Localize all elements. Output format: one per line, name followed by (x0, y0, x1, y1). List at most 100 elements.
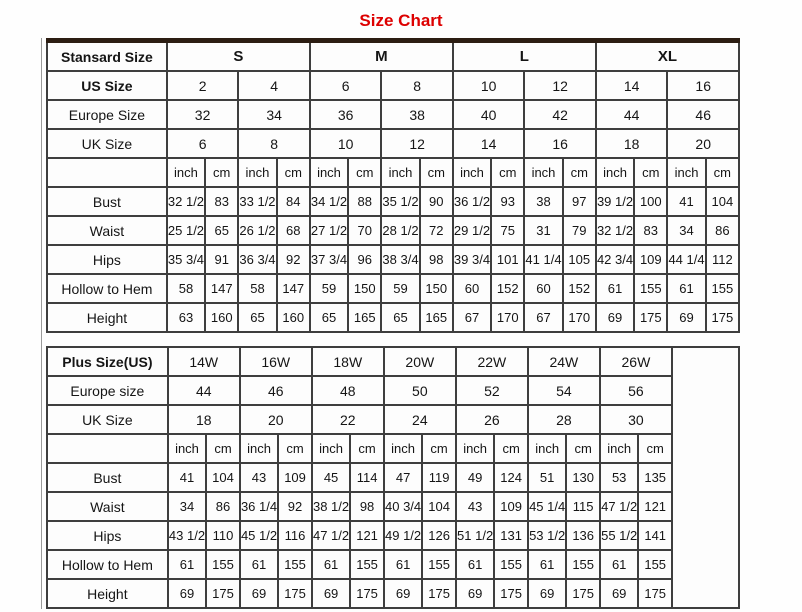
size-group-cell: 18W (310, 346, 385, 377)
size-value-cell: 18 (594, 128, 669, 159)
unit-cell: cm (704, 157, 741, 188)
size-value-cell: 14 (594, 70, 669, 101)
standard-size-table: Stansard Size S M L XL US Size 2 4 6 8 10 12 14 16 Eur… (46, 38, 741, 333)
value-cell: 92 (277, 491, 313, 522)
size-value-cell: 10 (451, 70, 526, 101)
size-group-cell: 22W (454, 346, 529, 377)
row-label: Waist (46, 491, 169, 522)
page-title: Size Chart (359, 11, 443, 30)
value-cell: 170 (561, 302, 597, 333)
value-cell: 53 1/2 (526, 520, 568, 551)
value-cell: 135 (637, 462, 673, 493)
value-cell: 147 (204, 273, 240, 304)
size-value-cell: 12 (523, 70, 597, 101)
value-cell: 34 (166, 491, 208, 522)
unit-cell: inch (238, 433, 280, 464)
value-cell: 126 (421, 520, 457, 551)
value-cell: 105 (561, 244, 597, 275)
row-label: Hips (46, 244, 168, 275)
value-cell: 45 1/4 (526, 491, 568, 522)
value-cell: 84 (275, 186, 311, 217)
value-cell: 160 (275, 302, 311, 333)
unit-cell: inch (308, 157, 350, 188)
table-row: Plus Size(US) 14W 16W 18W 20W 22W 24W 26W (46, 346, 741, 609)
size-value-cell: 32 (165, 99, 240, 130)
value-cell: 114 (349, 462, 385, 493)
value-cell: 67 (523, 302, 564, 333)
value-cell: 75 (490, 215, 526, 246)
value-cell: 69 (594, 302, 636, 333)
value-cell: 67 (451, 302, 493, 333)
unit-cell: cm (205, 433, 241, 464)
size-value-cell: 10 (308, 128, 383, 159)
unit-cell: inch (666, 157, 707, 188)
value-cell: 152 (490, 273, 526, 304)
unit-cell: inch (237, 157, 278, 188)
value-cell: 70 (347, 215, 383, 246)
value-cell: 109 (493, 491, 529, 522)
unit-cell: inch (454, 433, 496, 464)
size-value-cell: 20 (666, 128, 740, 159)
size-group-cell: S (165, 39, 311, 72)
row-label (46, 433, 169, 464)
table-row: Bust 41 104 43 109 45 114 47 119 49 124 51 130 53 135 (46, 462, 739, 493)
corner-label: Plus Size(US) (46, 346, 169, 377)
size-value-cell: 14 (451, 128, 526, 159)
value-cell: 35 3/4 (165, 244, 207, 275)
row-label: Europe size (46, 375, 169, 406)
value-cell: 69 (166, 578, 208, 609)
value-cell: 68 (275, 215, 311, 246)
value-cell: 100 (633, 186, 669, 217)
value-cell: 147 (275, 273, 311, 304)
unit-cell: cm (275, 157, 311, 188)
unit-cell: cm (565, 433, 601, 464)
value-cell: 110 (205, 520, 241, 551)
value-cell: 41 (666, 186, 707, 217)
value-cell: 40 3/4 (382, 491, 424, 522)
value-cell: 72 (418, 215, 454, 246)
unit-cell: inch (594, 157, 636, 188)
unit-cell: cm (204, 157, 240, 188)
value-cell: 61 (382, 549, 424, 580)
value-cell: 104 (205, 462, 241, 493)
value-cell: 47 1/2 (598, 491, 640, 522)
value-cell: 61 (238, 549, 280, 580)
empty-cell (670, 346, 741, 609)
table-row: Hips 35 3/4 91 36 3/4 92 37 3/4 96 38 3/4 98 39 3… (46, 244, 741, 275)
value-cell: 65 (237, 302, 278, 333)
plus-size-table: Plus Size(US) 14W 16W 18W 20W 22W 24W 26W Europe… (46, 346, 741, 609)
unit-cell: inch (165, 157, 207, 188)
size-value-cell: 16 (666, 70, 740, 101)
value-cell: 31 (523, 215, 564, 246)
value-cell: 32 1/2 (165, 186, 207, 217)
unit-cell: cm (277, 433, 313, 464)
unit-cell: inch (382, 433, 424, 464)
value-cell: 61 (310, 549, 352, 580)
size-value-cell: 4 (237, 70, 311, 101)
size-value-cell: 30 (598, 404, 673, 435)
value-cell: 155 (349, 549, 385, 580)
value-cell: 60 (523, 273, 564, 304)
value-cell: 27 1/2 (308, 215, 350, 246)
value-cell: 26 1/2 (237, 215, 278, 246)
value-cell: 121 (637, 491, 673, 522)
size-value-cell: 42 (523, 99, 597, 130)
table-row: Hips 43 1/2 110 45 1/2 116 47 1/2 121 49 1/2 126… (46, 520, 739, 551)
value-cell: 115 (565, 491, 601, 522)
value-cell: 59 (308, 273, 350, 304)
value-cell: 83 (633, 215, 669, 246)
size-value-cell: 34 (237, 99, 311, 130)
size-group-cell: 26W (598, 346, 673, 377)
value-cell: 36 1/4 (238, 491, 280, 522)
table-row: US Size 2 4 6 8 10 12 14 16 (46, 70, 740, 101)
value-cell: 59 (380, 273, 421, 304)
value-cell: 51 1/2 (454, 520, 496, 551)
value-cell: 39 1/2 (594, 186, 636, 217)
value-cell: 61 (166, 549, 208, 580)
value-cell: 155 (565, 549, 601, 580)
table-row: inch cm inch cm inch cm inch cm inch cm inch cm inch… (46, 433, 739, 464)
value-cell: 69 (666, 302, 707, 333)
size-value-cell: 44 (166, 375, 241, 406)
size-value-cell: 6 (165, 128, 240, 159)
value-cell: 61 (666, 273, 707, 304)
